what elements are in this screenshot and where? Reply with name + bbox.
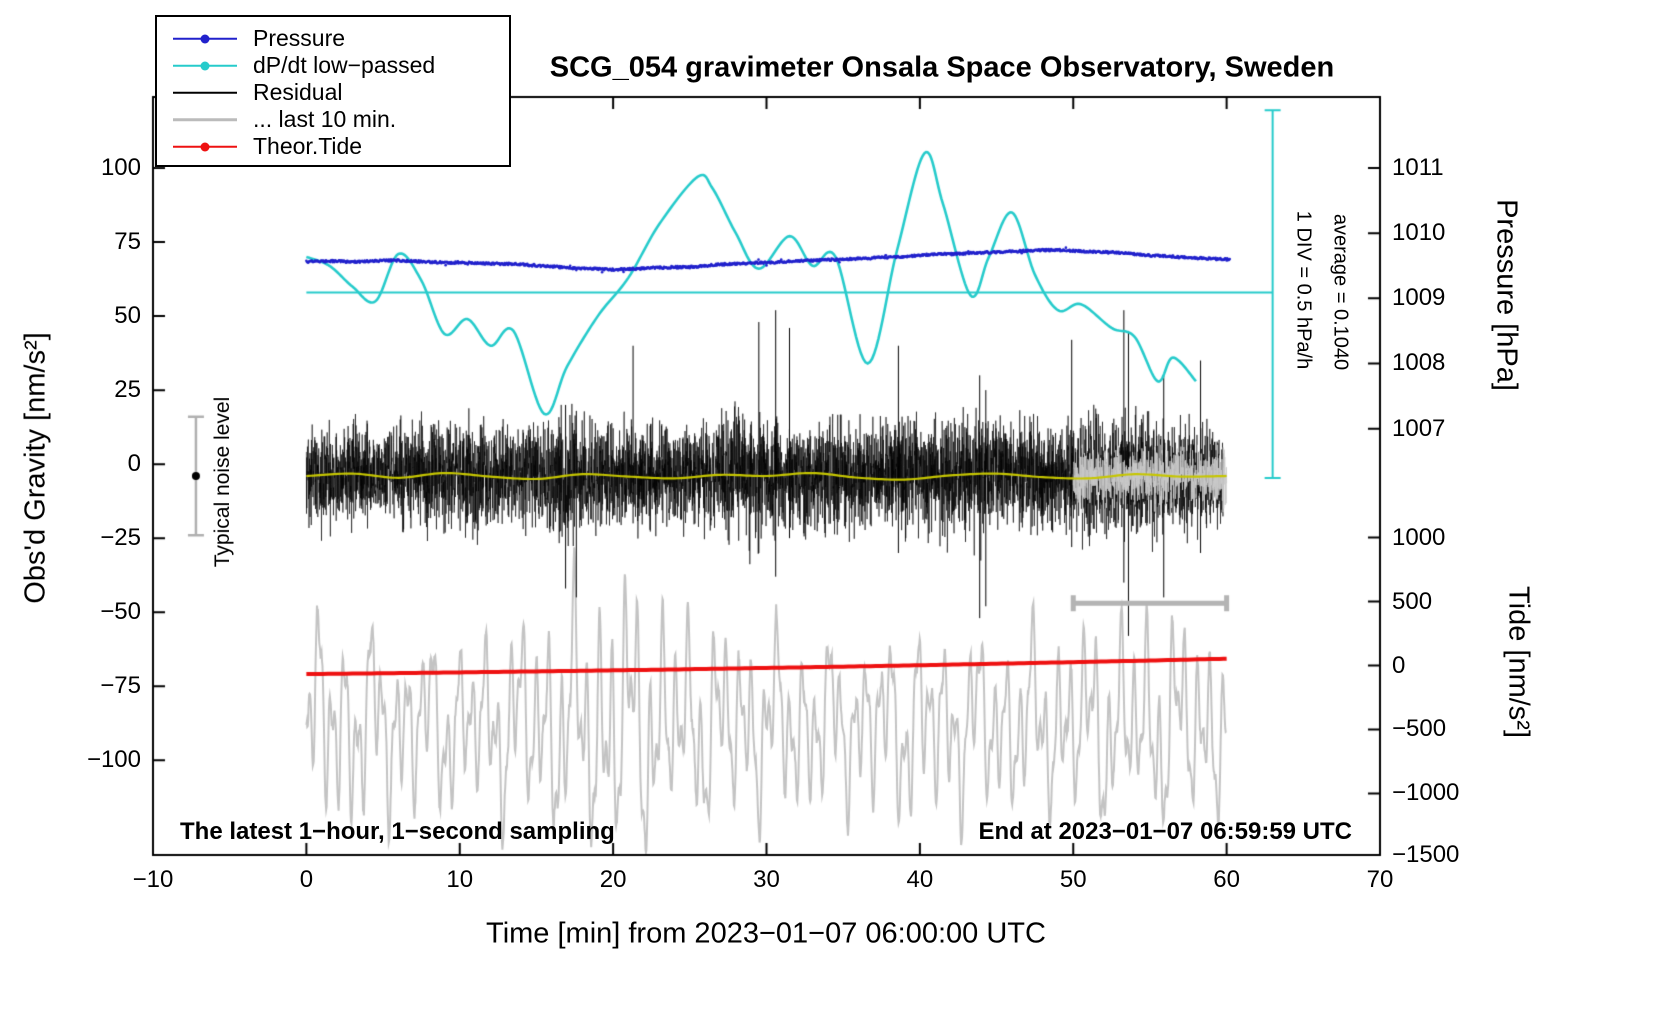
last10-legend-marker-icon [173, 114, 237, 126]
pressure-tick-label: 1010 [1392, 219, 1446, 247]
tide-tick-label: −1500 [1392, 841, 1460, 868]
tide-tick-label: 0 [1392, 651, 1406, 679]
tide-tick-label: −500 [1392, 715, 1447, 743]
average-annotation: average = 0.1040 [1329, 213, 1352, 371]
legend-item-last10: ... last 10 min. [173, 106, 509, 133]
gravity-tick-label: 50 [114, 302, 141, 330]
sampling-note: The latest 1−hour, 1−second sampling [180, 818, 615, 845]
dpdt-legend-marker-icon [173, 60, 237, 72]
gravity-tick-label: −50 [100, 598, 141, 626]
gravity-tick-label: −25 [100, 524, 141, 552]
legend-label-residual: Residual [253, 79, 343, 105]
pressure-tick-label: 1011 [1392, 154, 1444, 182]
end-time-note: End at 2023−01−07 06:59:59 UTC [978, 818, 1352, 845]
x-tick-label: 60 [1213, 866, 1240, 893]
div-scale-annotation: 1 DIV = 0.5 hPa/h [1292, 210, 1315, 370]
pressure-tick-label: 1007 [1392, 414, 1446, 442]
y-axis-label-gravity: Obs'd Gravity [nm/s²] [19, 332, 52, 604]
legend-label-dpdt: dP/dt low−passed [253, 52, 436, 78]
x-tick-label: 70 [1366, 866, 1394, 893]
pressure-tick-label: 1008 [1392, 349, 1446, 377]
y-axis-label-pressure: Pressure [hPa] [1490, 199, 1523, 391]
residual-legend-marker-icon [173, 87, 237, 99]
tide-tick-label: 1000 [1392, 523, 1446, 551]
chart-title: SCG_054 gravimeter Onsala Space Observat… [549, 51, 1335, 84]
x-tick-label: 50 [1059, 866, 1087, 893]
gravity-tick-label: −75 [100, 672, 141, 700]
legend-item-residual: Residual [173, 79, 509, 106]
tide-tick-label: −1000 [1392, 779, 1460, 807]
pressure-tick-label: 1009 [1392, 284, 1446, 312]
y-axis-label-tide: Tide [nm/s²] [1502, 585, 1535, 739]
gravity-tick-label: 25 [114, 376, 141, 404]
x-tick-label: 0 [299, 866, 314, 893]
x-tick-label: 20 [599, 866, 627, 893]
legend-label-pressure: Pressure [253, 25, 346, 51]
x-tick-label: −10 [132, 866, 174, 893]
pressure-legend-marker-icon [173, 33, 237, 45]
gravity-tick-label: 75 [114, 228, 141, 256]
x-tick-label: 40 [906, 866, 934, 893]
legend-label-theor-tide: Theor.Tide [253, 133, 363, 159]
gravity-tick-label: 100 [100, 154, 141, 182]
x-tick-label: 10 [446, 866, 474, 893]
tide-tick-label: 500 [1392, 587, 1433, 615]
legend-label-last10: ... last 10 min. [253, 106, 397, 132]
gravity-tick-label: −100 [86, 746, 141, 774]
noise-level-annotation: Typical noise level [211, 396, 234, 568]
theor-tide-legend-marker-icon [173, 141, 237, 153]
legend-item-theor-tide: Theor.Tide [173, 133, 509, 160]
gravity-tick-label: 0 [127, 450, 141, 478]
legend-item-pressure: Pressure [173, 25, 509, 52]
x-axis-label: Time [min] from 2023−01−07 06:00:00 UTC [486, 917, 1046, 950]
legend: Pressure dP/dt low−passed Residual ... l… [155, 15, 511, 167]
legend-item-dpdt: dP/dt low−passed [173, 52, 509, 79]
x-tick-label: 30 [753, 866, 780, 893]
